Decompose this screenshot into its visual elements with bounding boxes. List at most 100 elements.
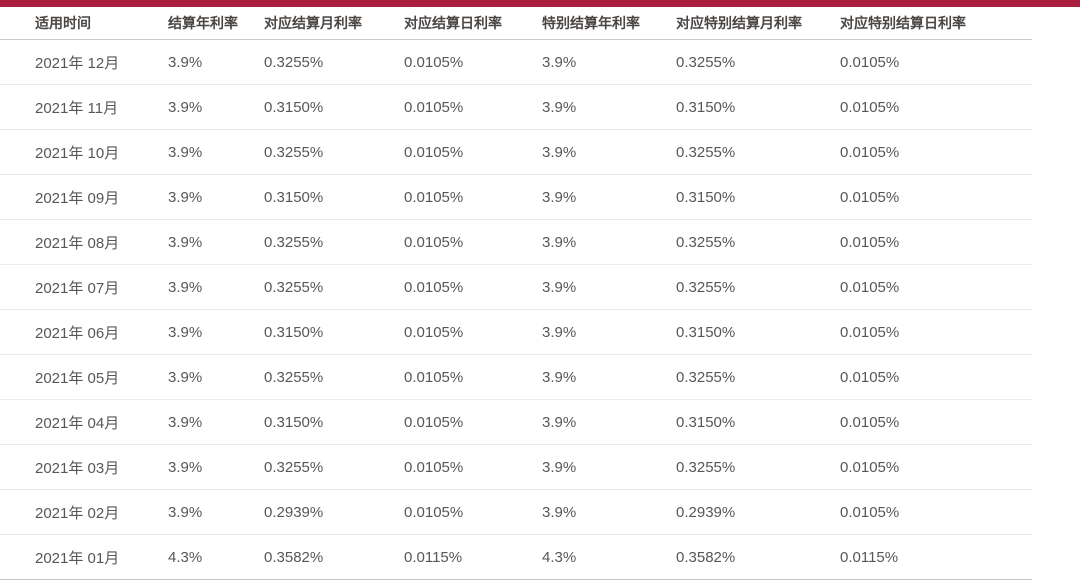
cell-period: 2021年 12月	[0, 39, 168, 85]
cell-period: 2021年 02月	[0, 489, 168, 535]
cell-rate-value: 0.3255%	[676, 39, 840, 85]
cell-rate-value: 4.3%	[542, 534, 676, 580]
cell-rate-value: 3.9%	[542, 399, 676, 445]
column-header: 对应结算日利率	[404, 7, 542, 40]
cell-rate-value: 0.0105%	[404, 399, 542, 445]
cell-rate-value: 0.3255%	[676, 354, 840, 400]
cell-rate-value: 0.3150%	[264, 84, 404, 130]
cell-period: 2021年 08月	[0, 219, 168, 265]
table-row: 2021年 10月 3.9% 0.3255% 0.0105% 3.9% 0.3255% 0.…	[0, 129, 1032, 175]
cell-rate-value: 4.3%	[168, 534, 264, 580]
table-row: 2021年 08月 3.9% 0.3255% 0.0105% 3.9% 0.3255% 0.…	[0, 219, 1032, 265]
cell-rate-value: 0.3255%	[676, 129, 840, 175]
cell-rate-value: 0.0105%	[840, 219, 1032, 265]
header-row: 适用时间 结算年利率 对应结算月利率 对应结算日利率 特别结算年利率 对应特别结算月利率对…	[0, 7, 1032, 40]
cell-rate-value: 3.9%	[542, 354, 676, 400]
cell-rate-value: 0.3255%	[676, 264, 840, 310]
table-row: 2021年 09月 3.9% 0.3150% 0.0105% 3.9% 0.3150% 0.…	[0, 174, 1032, 220]
cell-rate-value: 0.0105%	[840, 39, 1032, 85]
cell-rate-value: 3.9%	[168, 39, 264, 85]
cell-period: 2021年 09月	[0, 174, 168, 220]
column-header: 适用时间	[0, 7, 168, 40]
cell-rate-value: 0.3255%	[264, 354, 404, 400]
cell-rate-value: 0.0105%	[840, 264, 1032, 310]
cell-rate-value: 0.3150%	[676, 309, 840, 355]
cell-rate-value: 3.9%	[168, 489, 264, 535]
cell-rate-value: 0.3150%	[264, 399, 404, 445]
table-row: 2021年 07月 3.9% 0.3255% 0.0105% 3.9% 0.3255% 0.…	[0, 264, 1032, 310]
top-accent-bar	[0, 0, 1080, 7]
cell-rate-value: 0.0105%	[840, 309, 1032, 355]
cell-rate-value: 0.2939%	[676, 489, 840, 535]
cell-rate-value: 3.9%	[542, 309, 676, 355]
cell-period: 2021年 10月	[0, 129, 168, 175]
cell-rate-value: 3.9%	[542, 174, 676, 220]
cell-rate-value: 3.9%	[168, 264, 264, 310]
cell-rate-value: 0.0105%	[404, 84, 542, 130]
cell-rate-value: 0.3255%	[264, 129, 404, 175]
table-row: 2021年 11月 3.9% 0.3150% 0.0105% 3.9% 0.3150% 0.…	[0, 84, 1032, 130]
table-body: 2021年 12月 3.9% 0.3255% 0.0105% 3.9% 0.3255% 0.…	[0, 39, 1032, 580]
cell-rate-value: 0.0105%	[404, 39, 542, 85]
cell-rate-value: 0.3582%	[264, 534, 404, 580]
cell-rate-value: 3.9%	[542, 84, 676, 130]
table-row: 2021年 03月 3.9% 0.3255% 0.0105% 3.9% 0.3255% 0.…	[0, 444, 1032, 490]
cell-rate-value: 3.9%	[168, 219, 264, 265]
cell-rate-value: 3.9%	[168, 174, 264, 220]
cell-rate-value: 0.3150%	[264, 309, 404, 355]
cell-rate-value: 3.9%	[542, 489, 676, 535]
column-header: 结算年利率	[168, 7, 264, 40]
cell-rate-value: 0.3150%	[264, 174, 404, 220]
cell-period: 2021年 07月	[0, 264, 168, 310]
cell-rate-value: 3.9%	[168, 444, 264, 490]
cell-rate-value: 0.0105%	[840, 489, 1032, 535]
cell-rate-value: 0.3582%	[676, 534, 840, 580]
cell-rate-value: 3.9%	[542, 264, 676, 310]
cell-rate-value: 0.3150%	[676, 174, 840, 220]
table-row: 2021年 04月 3.9% 0.3150% 0.0105% 3.9% 0.3150% 0.…	[0, 399, 1032, 445]
cell-rate-value: 3.9%	[168, 84, 264, 130]
table-row: 2021年 12月 3.9% 0.3255% 0.0105% 3.9% 0.3255% 0.…	[0, 39, 1032, 85]
cell-rate-value: 3.9%	[542, 39, 676, 85]
cell-rate-value: 0.3255%	[264, 39, 404, 85]
cell-rate-value: 0.3150%	[676, 84, 840, 130]
cell-period: 2021年 01月	[0, 534, 168, 580]
cell-period: 2021年 04月	[0, 399, 168, 445]
cell-rate-value: 0.0105%	[840, 354, 1032, 400]
cell-rate-value: 0.0105%	[404, 309, 542, 355]
cell-rate-value: 0.0105%	[404, 489, 542, 535]
cell-rate-value: 0.3255%	[264, 444, 404, 490]
cell-period: 2021年 03月	[0, 444, 168, 490]
cell-rate-value: 0.0105%	[840, 84, 1032, 130]
cell-rate-value: 0.0115%	[840, 534, 1032, 580]
cell-rate-value: 3.9%	[168, 354, 264, 400]
cell-rate-value: 3.9%	[168, 129, 264, 175]
cell-rate-value: 0.3255%	[264, 264, 404, 310]
cell-rate-value: 3.9%	[542, 129, 676, 175]
cell-rate-value: 0.3255%	[676, 219, 840, 265]
cell-rate-value: 0.0105%	[840, 174, 1032, 220]
cell-period: 2021年 11月	[0, 84, 168, 130]
cell-rate-value: 0.0105%	[840, 444, 1032, 490]
cell-rate-value: 0.0105%	[404, 219, 542, 265]
cell-rate-value: 3.9%	[542, 219, 676, 265]
cell-rate-value: 0.3255%	[264, 219, 404, 265]
cell-period: 2021年 06月	[0, 309, 168, 355]
column-header: 对应特别结算日利率	[840, 7, 1032, 40]
cell-rate-value: 0.0105%	[840, 399, 1032, 445]
cell-rate-value: 0.0105%	[404, 444, 542, 490]
column-header: 特别结算年利率	[542, 7, 676, 40]
table-row: 2021年 01月 4.3% 0.3582% 0.0115% 4.3% 0.3582% 0.…	[0, 534, 1032, 580]
column-header: 对应特别结算月利率	[676, 7, 840, 40]
cell-rate-value: 0.0115%	[404, 534, 542, 580]
rates-table: 适用时间 结算年利率 对应结算月利率 对应结算日利率 特别结算年利率 对应特别结算月利率对…	[0, 7, 1032, 580]
cell-rate-value: 0.0105%	[404, 174, 542, 220]
table-row: 2021年 06月 3.9% 0.3150% 0.0105% 3.9% 0.3150% 0.…	[0, 309, 1032, 355]
cell-rate-value: 0.0105%	[404, 354, 542, 400]
cell-rate-value: 0.0105%	[404, 264, 542, 310]
cell-rate-value: 0.2939%	[264, 489, 404, 535]
cell-rate-value: 0.0105%	[404, 129, 542, 175]
cell-rate-value: 3.9%	[168, 309, 264, 355]
cell-rate-value: 0.0105%	[840, 129, 1032, 175]
